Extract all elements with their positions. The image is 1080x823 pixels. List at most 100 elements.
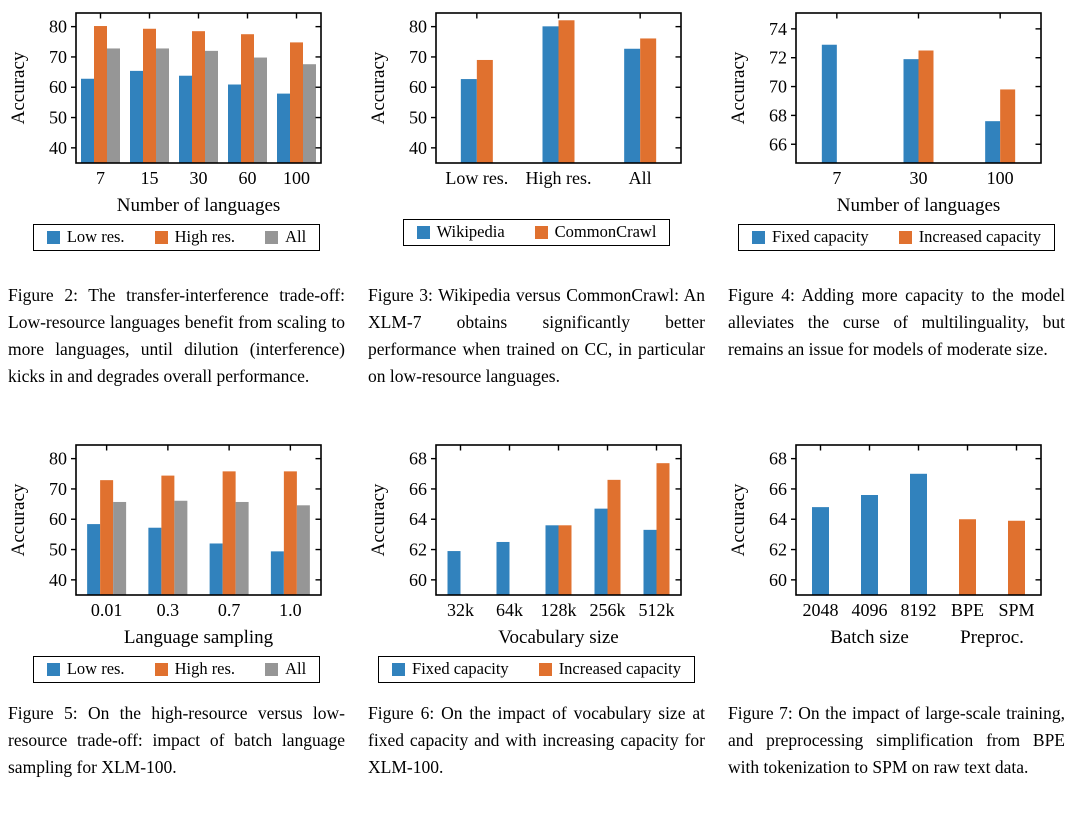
x-axis-group-label: Preproc. (960, 627, 1024, 648)
legend-swatch-gray (265, 662, 279, 676)
bar (254, 57, 267, 163)
figure-7-caption: Figure 7: On the impact of large-scale t… (728, 703, 1065, 777)
legend-swatch-blue (392, 662, 406, 676)
y-tick-label: 66 (409, 479, 427, 499)
x-tick-label: 100 (283, 168, 310, 188)
bar (447, 551, 461, 595)
bar (594, 508, 608, 595)
legend-label: Low res. (66, 659, 125, 678)
y-tick-label: 70 (409, 47, 427, 67)
bar (918, 50, 934, 163)
figure-3-caption: Figure 3: Wikipedia versus CommonCrawl: … (368, 285, 705, 386)
bar (161, 475, 175, 595)
x-tick-label: 2048 (803, 600, 839, 620)
bar (107, 48, 120, 163)
y-axis-label: Accuracy (8, 51, 29, 124)
y-tick-label: 62 (409, 540, 427, 560)
x-tick-label: 100 (987, 168, 1014, 188)
legend-box: Wikipedia CommonCrawl (402, 219, 671, 246)
bar (496, 541, 510, 595)
x-axis-label: Number of languages (837, 195, 1001, 216)
bar (205, 50, 218, 164)
legend-swatch-orange (538, 662, 552, 676)
figure-5-caption: Figure 5: On the high-resource versus lo… (8, 703, 345, 777)
figure-7-chart-zone: 60 62 64 66 68 2048 4096 8192 BPE SPM Batch size Pr… (728, 436, 1065, 700)
y-axis-label: Accuracy (368, 483, 389, 556)
figure-7: 60 62 64 66 68 2048 4096 8192 BPE SPM Batch size Pr… (728, 436, 1065, 823)
legend-item: All (265, 227, 307, 246)
figure-6-legend: Fixed capacity Increased capacity (368, 656, 705, 683)
x-axis-group-label: Batch size (830, 627, 909, 648)
bar (94, 26, 107, 163)
figure-3-legend: Wikipedia CommonCrawl (368, 219, 705, 246)
figure-7-bar-chart: 60 62 64 66 68 2048 4096 8192 BPE SPM Batch size Pr… (728, 444, 1042, 648)
y-tick-label: 66 (769, 134, 787, 154)
x-tick-label: 7 (832, 168, 841, 188)
legend-swatch-blue (416, 225, 430, 239)
x-tick-label: 30 (910, 168, 928, 188)
x-tick-label: All (629, 168, 652, 188)
figure-5: 40 50 60 70 80 0.01 0.3 0.7 1.0 Language sampling… (8, 436, 345, 823)
legend-swatch-blue (46, 230, 60, 244)
legend-item: Fixed capacity (752, 227, 869, 246)
y-tick-label: 50 (49, 540, 67, 560)
legend-item: Wikipedia (416, 222, 505, 241)
y-axis-label: Accuracy (728, 51, 749, 124)
figure-4-caption: Figure 4: Adding more capacity to the mo… (728, 285, 1065, 359)
bar (235, 501, 249, 595)
bar (959, 519, 976, 595)
bar (290, 42, 303, 164)
figure-4: 66 68 70 72 74 7 30 100 Number of languages Accur… (728, 4, 1065, 432)
figure-2: 40 50 60 70 80 7 15 30 60 100 Number of languages A… (8, 4, 345, 432)
x-axis-label: Number of languages (117, 195, 281, 216)
bar (222, 471, 236, 595)
x-tick-label: 128k (541, 600, 577, 620)
x-tick-label: 30 (190, 168, 208, 188)
figure-6-bar-chart: 60 62 64 66 68 32k 64k 128k 256k 512k Vocabulary s… (368, 444, 682, 648)
bar (296, 505, 310, 595)
legend-label: CommonCrawl (554, 222, 657, 241)
bar (607, 479, 621, 595)
y-tick-label: 60 (409, 77, 427, 97)
figure-2-chart-zone: 40 50 60 70 80 7 15 30 60 100 Number of languages A… (8, 4, 345, 282)
bar (985, 121, 1001, 163)
figure-4-legend: Fixed capacity Increased capacity (728, 224, 1065, 251)
bar (113, 501, 127, 595)
legend-box: Fixed capacity Increased capacity (378, 656, 695, 683)
bar (81, 78, 94, 163)
x-tick-label: 0.01 (91, 600, 123, 620)
y-tick-label: 64 (769, 509, 787, 529)
figure-2-caption: Figure 2: The transfer-interference trad… (8, 285, 345, 386)
y-tick-label: 60 (49, 509, 67, 529)
legend-item: High res. (154, 228, 235, 246)
legend-label: High res. (174, 659, 236, 678)
x-tick-label: 7 (96, 168, 105, 188)
figure-5-legend: Low res. High res. All (8, 656, 345, 683)
y-tick-label: 50 (49, 108, 67, 128)
bar (910, 473, 927, 595)
y-tick-label: 64 (409, 509, 427, 529)
x-tick-label: 1.0 (279, 600, 302, 620)
y-tick-label: 80 (49, 449, 67, 469)
y-tick-label: 80 (49, 17, 67, 37)
x-tick-label: 64k (496, 600, 523, 620)
bar (283, 471, 297, 595)
bar (1000, 89, 1016, 163)
legend-swatch-orange (154, 230, 168, 244)
figure-2-legend: Low res. High res. All (8, 224, 345, 251)
y-tick-label: 72 (769, 48, 787, 68)
bar (148, 527, 162, 595)
bar (476, 59, 493, 163)
bar (156, 48, 169, 163)
x-tick-label: 256k (590, 600, 626, 620)
legend-label: All (285, 227, 307, 246)
x-tick-label: 32k (447, 600, 474, 620)
x-tick-label: 15 (141, 168, 159, 188)
bar (624, 48, 641, 163)
legend-label: Fixed capacity (772, 227, 869, 246)
legend-label: Wikipedia (436, 222, 505, 241)
x-tick-label: BPE (951, 600, 984, 620)
bar (270, 551, 284, 595)
